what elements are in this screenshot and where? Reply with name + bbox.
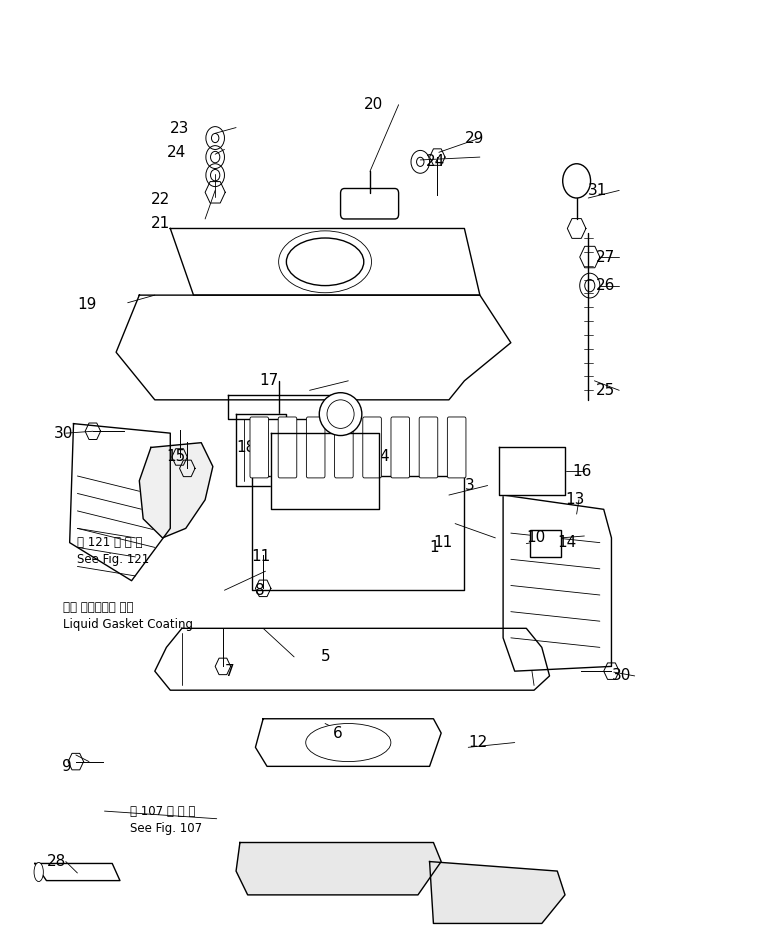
Text: 27: 27	[596, 249, 615, 265]
FancyBboxPatch shape	[334, 417, 353, 478]
Text: 16: 16	[573, 464, 592, 479]
Ellipse shape	[327, 400, 354, 428]
Text: 12: 12	[468, 735, 488, 750]
Polygon shape	[503, 495, 611, 671]
Polygon shape	[271, 433, 379, 509]
Text: 10: 10	[526, 530, 546, 545]
Text: 8: 8	[255, 583, 265, 598]
FancyBboxPatch shape	[420, 417, 438, 478]
Text: 17: 17	[259, 373, 279, 388]
Text: 13: 13	[565, 492, 584, 507]
FancyBboxPatch shape	[278, 417, 296, 478]
Text: 7: 7	[224, 664, 234, 679]
Text: 11: 11	[433, 535, 453, 550]
Text: 29: 29	[464, 130, 484, 146]
Text: 6: 6	[333, 725, 343, 741]
FancyBboxPatch shape	[307, 417, 325, 478]
Polygon shape	[116, 295, 511, 400]
Text: See Fig. 107: See Fig. 107	[130, 822, 202, 835]
Polygon shape	[139, 443, 213, 538]
Text: 24: 24	[166, 145, 186, 160]
Text: 20: 20	[364, 97, 383, 112]
Polygon shape	[170, 228, 480, 295]
Text: 30: 30	[54, 426, 74, 441]
Text: 19: 19	[77, 297, 97, 312]
Text: 24: 24	[426, 154, 445, 169]
FancyBboxPatch shape	[363, 417, 382, 478]
Text: 第 107 図 参 照: 第 107 図 参 照	[130, 804, 195, 818]
Text: Liquid Gasket Coating: Liquid Gasket Coating	[63, 618, 194, 631]
Text: 22: 22	[151, 192, 170, 208]
Polygon shape	[35, 863, 120, 881]
Text: 4: 4	[379, 449, 389, 465]
Text: 30: 30	[611, 668, 631, 684]
Polygon shape	[236, 414, 286, 486]
Polygon shape	[70, 424, 170, 581]
Polygon shape	[155, 628, 550, 690]
Text: 23: 23	[170, 121, 190, 136]
Polygon shape	[228, 395, 344, 419]
Text: 9: 9	[62, 759, 72, 774]
FancyBboxPatch shape	[250, 417, 269, 478]
Text: 21: 21	[151, 216, 170, 231]
Ellipse shape	[34, 863, 43, 882]
Bar	[530, 530, 561, 557]
Text: 3: 3	[464, 478, 474, 493]
Text: See Fig. 121: See Fig. 121	[77, 553, 149, 566]
Ellipse shape	[319, 393, 362, 436]
Text: 15: 15	[166, 449, 186, 465]
Ellipse shape	[306, 724, 391, 762]
Text: 5: 5	[321, 649, 330, 664]
Text: 第 121 図 参 照: 第 121 図 参 照	[77, 536, 143, 549]
Polygon shape	[252, 476, 464, 590]
Polygon shape	[499, 447, 565, 495]
Polygon shape	[430, 862, 565, 923]
Text: 11: 11	[252, 549, 271, 565]
Text: 25: 25	[596, 383, 615, 398]
Text: 28: 28	[46, 854, 66, 869]
Text: 14: 14	[557, 535, 577, 550]
Text: 31: 31	[588, 183, 608, 198]
Text: 1: 1	[430, 540, 439, 555]
Text: 18: 18	[236, 440, 255, 455]
FancyBboxPatch shape	[447, 417, 466, 478]
FancyBboxPatch shape	[391, 417, 409, 478]
Text: 26: 26	[596, 278, 615, 293]
Polygon shape	[255, 719, 441, 766]
Text: 2: 2	[337, 459, 346, 474]
Text: 液状 ガスケット 塗布: 液状 ガスケット 塗布	[63, 601, 134, 614]
Polygon shape	[236, 843, 441, 895]
